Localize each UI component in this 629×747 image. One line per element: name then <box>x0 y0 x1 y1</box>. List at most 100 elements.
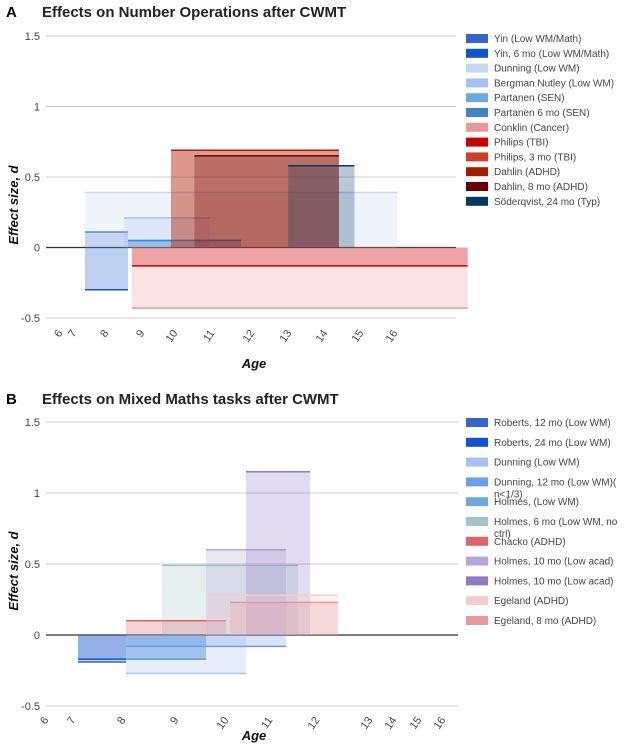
legend-swatch <box>466 437 488 447</box>
x-tick-label: 16 <box>432 715 449 732</box>
legend-swatch <box>466 48 488 58</box>
x-tick-label: 15 <box>350 328 367 345</box>
series-area <box>78 635 126 662</box>
y-tick-label: 1.5 <box>25 31 40 43</box>
y-tick-label: 0 <box>34 630 40 642</box>
legend-swatch <box>466 536 488 546</box>
x-tick-label: 6 <box>38 715 51 727</box>
x-tick-label: 10 <box>164 328 181 345</box>
chart-title-b: Effects on Mixed Maths tasks after CWMT <box>42 391 339 408</box>
series-area <box>85 231 128 248</box>
x-tick-label: 13 <box>359 715 376 732</box>
x-tick-label: 14 <box>383 715 400 732</box>
series-area <box>288 165 355 248</box>
legend-label: Roberts, 12 mo (Low WM) <box>494 418 611 429</box>
legend-label: Holmes, 6 mo (Low WM, no ctrl) <box>494 517 618 540</box>
legend-label: Dahlin (ADHD) <box>494 167 560 178</box>
legend-label: Söderqvist, 24 mo (Typ) <box>494 197 600 208</box>
legend-label: Philips, 3 mo (TBI) <box>494 152 576 163</box>
series-area <box>246 471 310 635</box>
panel-letter-a: A <box>6 4 17 21</box>
legend-swatch <box>466 196 488 206</box>
x-tick-label: 12 <box>241 328 258 345</box>
legend-label: Egeland, 8 mo (ADHD) <box>494 616 596 627</box>
legend-swatch <box>466 78 488 88</box>
x-tick-label: 8 <box>98 328 111 340</box>
legend-label: Egeland (ADHD) <box>494 596 568 607</box>
legend-swatch <box>466 122 488 132</box>
y-tick-label: -0.5 <box>21 313 40 325</box>
gridlines-b <box>46 421 458 707</box>
legend-label: Bergman Nutley (Low WM) <box>494 78 614 89</box>
series-areas-b <box>78 470 338 675</box>
legend-swatch <box>466 616 488 625</box>
x-tick-label: 9 <box>134 328 147 340</box>
legend-label: Conklin (Cancer) <box>494 123 569 134</box>
x-tick-label: 11 <box>259 715 275 731</box>
series-area <box>126 620 226 635</box>
x-tick-label: 13 <box>278 328 295 345</box>
legend-label: Roberts, 24 mo (Low WM) <box>494 438 611 449</box>
x-axis-label-a: Age <box>241 356 267 371</box>
x-tick-label: 8 <box>115 715 128 727</box>
y-tick-label: 0.5 <box>25 559 40 571</box>
legend-swatch <box>466 497 488 507</box>
y-tick-label: 1 <box>34 102 40 114</box>
legend-b: Roberts, 12 mo (Low WM) Roberts, 24 mo (L… <box>466 418 618 627</box>
legend-label: Philips (TBI) <box>494 138 548 149</box>
x-tick-label: 10 <box>215 715 232 732</box>
legend-label: Yin, 6 mo (Low WM/Math) <box>494 49 609 60</box>
series-area <box>85 247 128 290</box>
x-tick-label: 15 <box>408 715 425 732</box>
y-tick-label: 0 <box>34 243 40 255</box>
legend-swatch <box>466 576 488 586</box>
y-ticks-a: 1.5 1 0.5 0 -0.5 <box>21 31 40 325</box>
legend-label: Holmes, (Low WM) <box>494 497 579 508</box>
x-ticks-a: 6 7 8 9 10 11 12 13 14 15 16 <box>52 328 400 345</box>
series-area <box>230 602 338 635</box>
panel-letter-b: B <box>6 391 17 408</box>
legend-swatch <box>466 477 488 487</box>
series-area <box>124 217 210 248</box>
series-area <box>85 192 398 248</box>
x-axis-label-b: Age <box>241 728 267 743</box>
panel-b: B Effects on Mixed Maths tasks after CWM… <box>6 391 618 743</box>
legend-label: Dunning (Low WM) <box>494 64 580 75</box>
series-area <box>128 240 242 248</box>
series-area <box>128 240 242 248</box>
legend-label: Dahlin, 8 mo (ADHD) <box>494 182 588 193</box>
legend-swatch <box>466 137 488 147</box>
series-area <box>126 635 206 660</box>
series-areas-a <box>85 149 468 309</box>
legend-a: Yin (Low WM/Math) Yin, 6 mo (Low WM/Math)… <box>466 34 614 208</box>
legend-label: Dunning (Low WM) <box>494 458 580 469</box>
y-axis-label-a: Effect size, d <box>6 164 21 244</box>
y-axis-label-b: Effect size, d <box>6 530 21 610</box>
chart-title-a: Effects on Number Operations after CWMT <box>42 4 346 21</box>
y-tick-label: 0.5 <box>25 172 40 184</box>
series-area <box>162 565 298 635</box>
legend-swatch <box>466 596 488 606</box>
legend-label: Holmes, 10 mo (Low acad) <box>494 557 614 568</box>
x-tick-label: 11 <box>201 328 217 344</box>
series-area <box>194 155 339 248</box>
x-tick-label: 16 <box>384 328 401 345</box>
legend-swatch <box>466 556 488 566</box>
legend-label: Chacko (ADHD) <box>494 537 566 548</box>
legend-swatch <box>466 517 488 526</box>
y-tick-label: 1 <box>34 488 40 500</box>
legend-swatch <box>466 63 488 73</box>
legend-label: Holmes, 10 mo (Low acad) <box>494 576 614 587</box>
legend-swatch <box>466 418 488 427</box>
series-area <box>126 635 246 674</box>
legend-swatch <box>466 182 488 191</box>
legend-label: Dunning, 12 mo (Low WM)(n<1/3) <box>494 477 617 500</box>
y-ticks-b: 1.5 1 0.5 0 -0.5 <box>21 417 40 713</box>
gridlines-a <box>46 35 456 319</box>
x-tick-label: 14 <box>314 328 331 345</box>
legend-swatch <box>466 108 488 117</box>
legend-swatch <box>466 152 488 162</box>
x-tick-label: 6 <box>52 328 65 340</box>
series-area <box>206 549 286 635</box>
